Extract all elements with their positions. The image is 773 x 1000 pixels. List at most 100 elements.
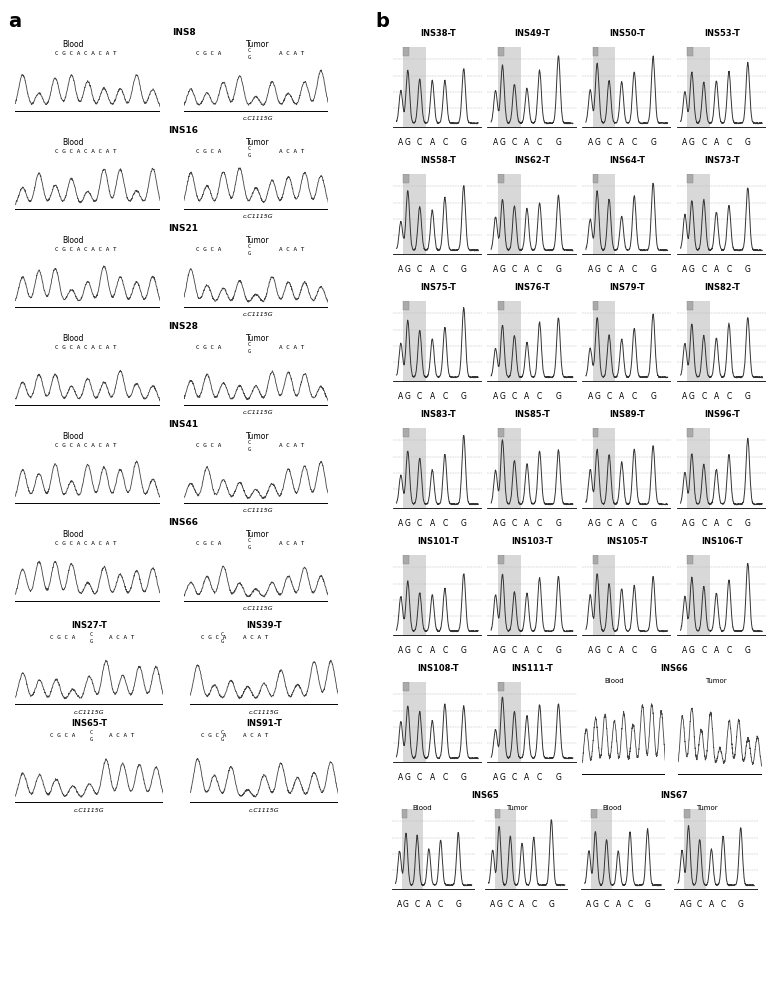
Text: C: C	[417, 773, 422, 782]
Text: INS41: INS41	[169, 420, 199, 429]
Text: G: G	[247, 545, 250, 550]
Text: Blood: Blood	[62, 334, 83, 343]
Text: G: G	[405, 519, 410, 528]
Text: C: C	[247, 538, 250, 543]
Text: C: C	[247, 146, 250, 151]
Text: G: G	[556, 265, 561, 274]
Text: Tumor: Tumor	[246, 40, 269, 49]
Text: INS96-T: INS96-T	[704, 410, 740, 419]
Text: Tumor: Tumor	[246, 432, 269, 441]
Text: A: A	[713, 519, 719, 528]
Text: A: A	[524, 392, 530, 401]
Text: C G C A: C G C A	[196, 149, 222, 154]
Text: G: G	[461, 773, 467, 782]
Text: INS58-T: INS58-T	[420, 156, 455, 165]
Text: A: A	[619, 265, 625, 274]
Text: A C A T: A C A T	[278, 541, 304, 546]
Bar	[498, 47, 504, 56]
Text: C: C	[442, 392, 448, 401]
Text: C G C A C A C A T: C G C A C A C A T	[55, 541, 117, 546]
Text: c.C1115G: c.C1115G	[242, 508, 273, 513]
Text: C: C	[512, 646, 517, 655]
Text: A: A	[713, 392, 719, 401]
Text: INS106-T: INS106-T	[701, 537, 743, 546]
Text: G: G	[594, 392, 600, 401]
Text: A: A	[524, 138, 530, 147]
Text: c.C1115G: c.C1115G	[74, 710, 105, 715]
Text: A: A	[493, 519, 498, 528]
Text: A: A	[709, 900, 714, 909]
Text: G: G	[499, 773, 506, 782]
Text: A C A T: A C A T	[109, 635, 134, 640]
Bar	[687, 301, 693, 310]
Text: C: C	[701, 519, 707, 528]
Text: C G C A: C G C A	[201, 635, 226, 640]
Text: A: A	[587, 646, 593, 655]
Text: C: C	[512, 265, 517, 274]
Text: G: G	[689, 392, 695, 401]
Text: G: G	[247, 251, 250, 256]
Bar	[402, 809, 407, 818]
Text: A: A	[713, 646, 719, 655]
Bar	[498, 174, 521, 254]
Text: G: G	[405, 773, 410, 782]
Text: C: C	[632, 265, 637, 274]
Text: INS65-T: INS65-T	[71, 719, 107, 728]
Bar	[498, 682, 521, 762]
Text: G: G	[745, 646, 751, 655]
Text: C G C A: C G C A	[196, 247, 222, 252]
Text: C: C	[537, 265, 542, 274]
Text: C: C	[512, 392, 517, 401]
Bar	[402, 809, 423, 889]
Text: Tumor: Tumor	[705, 678, 727, 684]
Text: G: G	[455, 900, 461, 909]
Text: C: C	[607, 646, 611, 655]
Text: A C A T: A C A T	[278, 443, 304, 448]
Text: c.C1115G: c.C1115G	[242, 214, 273, 219]
Text: C: C	[632, 519, 637, 528]
Text: A: A	[426, 900, 431, 909]
Text: G: G	[548, 900, 554, 909]
Bar	[684, 809, 690, 818]
Bar	[404, 428, 409, 437]
Text: A: A	[587, 265, 593, 274]
Text: G: G	[461, 392, 467, 401]
Text: G: G	[496, 900, 502, 909]
Text: C: C	[720, 900, 726, 909]
Bar	[498, 428, 521, 508]
Text: C: C	[531, 900, 536, 909]
Text: C: C	[628, 900, 632, 909]
Text: G: G	[650, 392, 656, 401]
Bar	[593, 174, 598, 183]
Text: C: C	[727, 138, 731, 147]
Text: INS67: INS67	[661, 791, 688, 800]
Text: Tumor: Tumor	[246, 334, 269, 343]
Text: G: G	[650, 138, 656, 147]
Text: C: C	[442, 773, 448, 782]
Text: C: C	[442, 646, 448, 655]
Text: A C A T: A C A T	[278, 51, 304, 56]
Bar	[687, 301, 710, 381]
Text: C: C	[221, 730, 224, 735]
Bar	[498, 301, 504, 310]
Text: A: A	[398, 138, 404, 147]
Text: INS62-T: INS62-T	[514, 156, 550, 165]
Text: A: A	[493, 138, 498, 147]
Text: G: G	[499, 646, 506, 655]
Text: Tumor: Tumor	[246, 530, 269, 539]
Text: A: A	[587, 138, 593, 147]
Text: C: C	[512, 519, 517, 528]
Text: C: C	[442, 519, 448, 528]
Text: INS49-T: INS49-T	[515, 29, 550, 38]
Text: G: G	[689, 646, 695, 655]
Bar	[593, 428, 615, 508]
Text: C G C A: C G C A	[196, 345, 222, 350]
Text: G: G	[556, 392, 561, 401]
Bar	[498, 682, 504, 691]
Text: A: A	[713, 265, 719, 274]
Text: A: A	[586, 900, 591, 909]
Text: INS75-T: INS75-T	[420, 283, 455, 292]
Text: G: G	[745, 392, 751, 401]
Text: G: G	[745, 519, 751, 528]
Text: C: C	[607, 519, 611, 528]
